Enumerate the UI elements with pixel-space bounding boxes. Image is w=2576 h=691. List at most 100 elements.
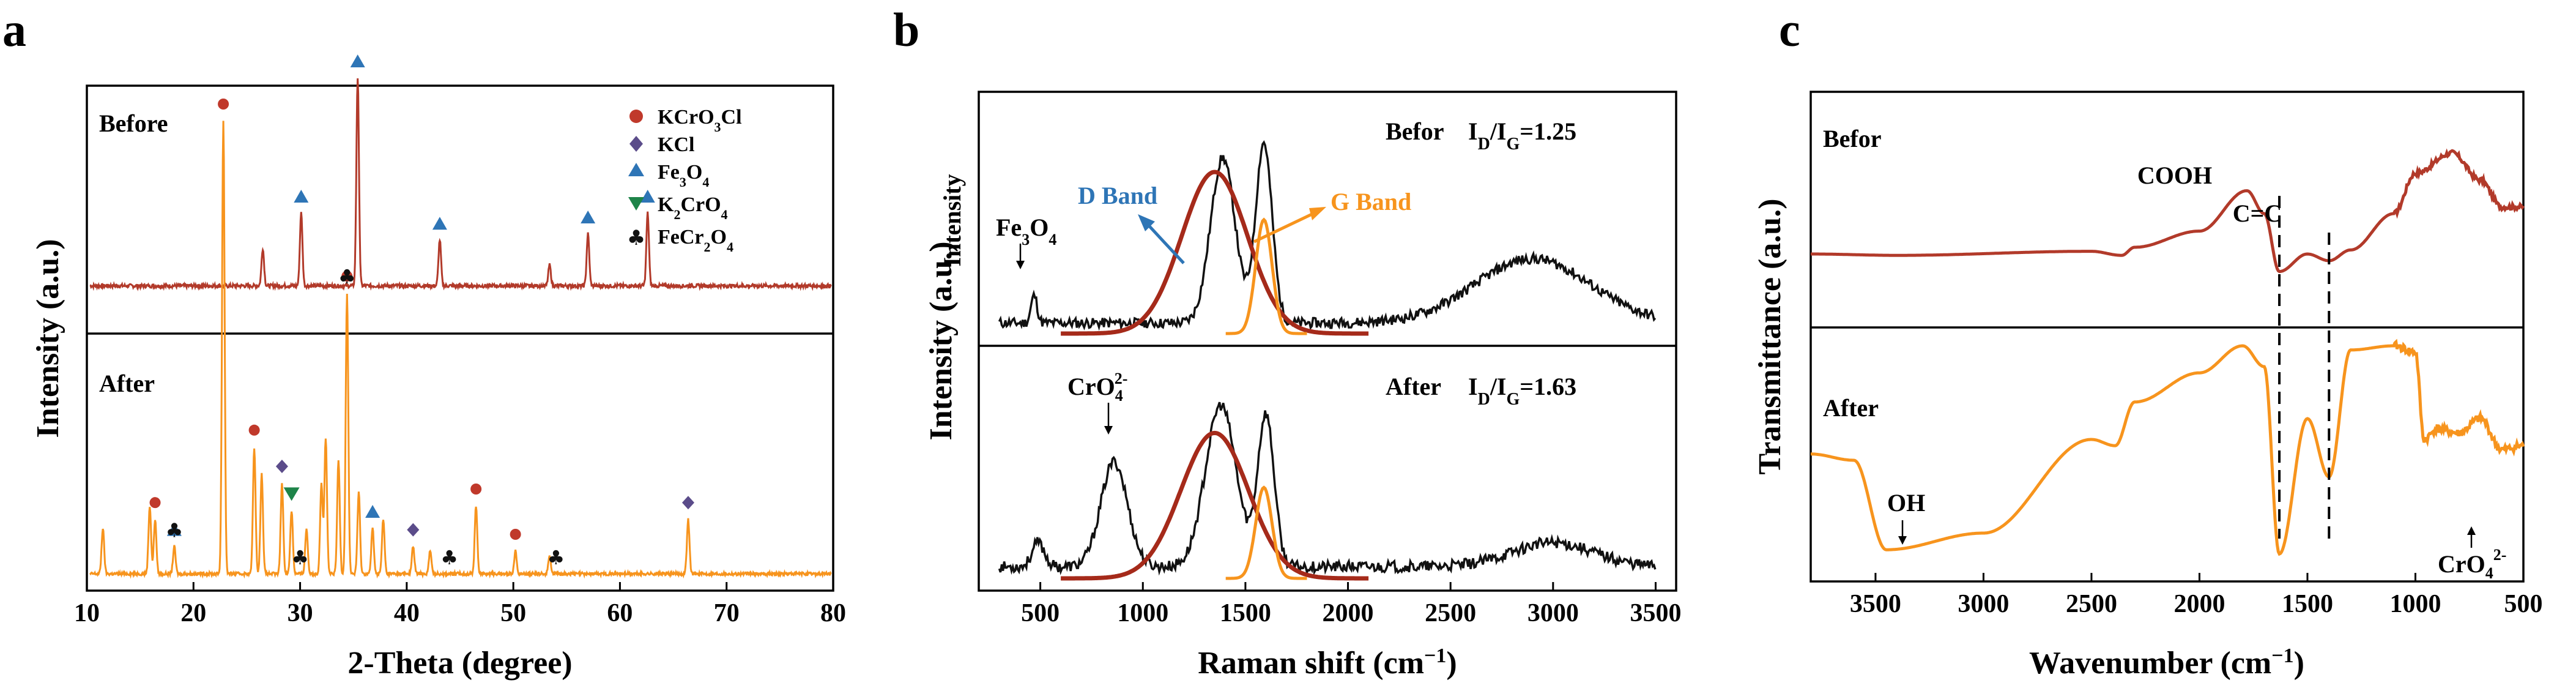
xrd-marker-kcro3cl [248, 424, 260, 436]
legend-fecr2o4-marker: ♣ [627, 226, 645, 250]
legend-kcl-label: KCl [658, 133, 694, 156]
xrd-after-series [89, 121, 832, 579]
oh-arrowhead [1898, 536, 1907, 545]
raman-fe3o4-arrowhead [1016, 261, 1025, 269]
d-band-label: D Band [1078, 182, 1157, 209]
panel-b-tick-label: 3500 [1630, 599, 1681, 627]
panel-b-ylabel-top: Intensity [938, 174, 966, 266]
panel-b-tick-label: 3000 [1527, 599, 1579, 627]
xrd-marker-kcro3cl [149, 497, 161, 509]
xrd-marker-fe3o4 [365, 505, 380, 518]
panel-b-tick-label: 500 [1021, 599, 1060, 627]
panel-a-after-label: After [99, 370, 155, 397]
legend-kcro3cl-marker [629, 110, 643, 123]
panel-c-tick-label: 3000 [1958, 590, 2009, 618]
panel-c-tick-label: 3500 [1850, 590, 1901, 618]
panel-c-ticks: 3500 3000 2500 2000 1500 1000 500 [1850, 573, 2543, 618]
legend-kcl-marker [629, 136, 643, 152]
raman-fe3o4-label: Fe3O4 [996, 214, 1056, 248]
legend-fe3o4-marker [628, 163, 644, 176]
xrd-marker-kcl [681, 496, 694, 510]
xrd-marker-fe3o4 [166, 523, 182, 536]
xrd-marker-kcro3cl [510, 529, 521, 540]
xrd-marker-fe3o4 [294, 190, 309, 203]
panel-b-tick-label: 1500 [1220, 599, 1271, 627]
xrd-marker-kcro3cl [470, 484, 482, 495]
ftir-cro4-label: CrO42- [2438, 546, 2506, 582]
oh-label: OH [1887, 489, 1925, 517]
cc-label: C=C [2233, 200, 2282, 227]
ftir-cro4-arrowhead [2467, 526, 2476, 535]
panel-a-xlabel: 2-Theta (degree) [347, 646, 572, 681]
xrd-before-series [89, 78, 832, 291]
panel-c-frame [1810, 91, 2525, 583]
raman-cro4-label: CrO42- [1067, 370, 1127, 405]
xrd-marker-fe3o4 [350, 54, 365, 67]
panel-a-tick-label: 20 [180, 599, 206, 627]
panel-b-tick-label: 2500 [1425, 599, 1476, 627]
raman-after-d-fit [1061, 430, 1369, 581]
raman-after-g-fit [1225, 485, 1307, 580]
panel-a-tick-label: 40 [394, 599, 420, 627]
raman-after-title: After [1386, 373, 1441, 400]
xrd-marker-kcl [275, 460, 288, 473]
panel-c-ylabel: Transmittance (a.u.) [1753, 198, 1787, 474]
panel-c-tick-label: 1500 [2282, 590, 2333, 618]
ftir-before-series [1811, 148, 2525, 274]
xrd-marker-k2cro4 [283, 487, 300, 501]
xrd-marker-fe3o4 [581, 211, 596, 223]
panel-b-ticks: 500 1000 1500 2000 2500 3000 3500 [1021, 582, 1681, 627]
panel-a-before-label: Before [99, 110, 168, 137]
raman-cro4-arrowhead [1104, 426, 1113, 435]
xrd-marker-fecr2o4: ♣ [291, 546, 309, 569]
panel-c-tick-label: 1000 [2389, 590, 2441, 618]
raman-before-title: Befor [1386, 118, 1444, 145]
xrd-marker-fecr2o4: ♣ [338, 265, 356, 288]
ftir-before-label: Befor [1823, 125, 1882, 152]
legend-fe3o4-label: Fe3O4 [658, 161, 709, 190]
panel-a-tick-label: 80 [820, 599, 846, 627]
legend-kcro3cl-label: KCrO3Cl [658, 106, 742, 135]
panel-b-tick-label: 1000 [1117, 599, 1168, 627]
xrd-marker-kcl [407, 523, 420, 537]
raman-before-ratio: ID/IG=1.25 [1468, 118, 1576, 154]
ftir-after-series [1811, 338, 2525, 556]
xrd-marker-fe3o4 [640, 190, 655, 203]
panel-a-ylabel: Intensity (a.u.) [31, 239, 65, 438]
panel-a-tick-label: 30 [288, 599, 313, 627]
legend-k2cro4-label: K2CrO4 [658, 193, 728, 222]
d-band-arrow [1143, 219, 1185, 264]
panel-b-xlabel: Raman shift (cm−1) [1198, 644, 1457, 681]
raman-before-g-fit [1225, 217, 1307, 335]
panel-b-frame [978, 91, 1677, 592]
panel-a-tick-label: 60 [607, 599, 633, 627]
panel-a-letter: a [2, 3, 26, 56]
xrd-marker-kcro3cl [218, 99, 229, 110]
panel-a-tick-label: 50 [500, 599, 526, 627]
panel-b: b Intensity (a.u.) Intensity Raman shift… [893, 3, 1681, 681]
panel-a-legend: KCrO3Cl KCl Fe3O4 K2CrO4 ♣ FeCr2O4 [627, 106, 742, 255]
panel-c-letter: c [1779, 3, 1800, 56]
panel-a-tick-label: 10 [74, 599, 100, 627]
panel-c-tick-label: 2500 [2066, 590, 2117, 618]
panel-a-ticks: 10 20 30 40 50 60 70 80 [74, 582, 846, 627]
xrd-marker-fecr2o4: ♣ [440, 546, 458, 569]
raman-after-ratio: ID/IG=1.63 [1468, 373, 1576, 409]
panel-b-ylabel: Intensity (a.u.) [924, 241, 959, 440]
g-band-arrowhead [1309, 207, 1326, 220]
raman-before-d-fit [1061, 170, 1369, 336]
cooh-label: COOH [2137, 162, 2212, 189]
panel-a-phase-markers: ♣ ♣ ♣ ♣ ♣ [149, 54, 694, 569]
panel-c: c Transmittance (a.u.) Wavenumber (cm−1)… [1753, 3, 2543, 681]
raman-before-raw [998, 140, 1657, 332]
panel-a-tick-label: 70 [714, 599, 740, 627]
panel-b-letter: b [893, 3, 919, 56]
panel-b-tick-label: 2000 [1323, 599, 1374, 627]
d-band-arrowhead [1138, 214, 1155, 231]
g-band-arrow [1253, 209, 1320, 244]
g-band-label: G Band [1331, 188, 1411, 215]
panel-c-xlabel: Wavenumber (cm−1) [2029, 644, 2304, 681]
xrd-marker-fecr2o4: ♣ [547, 546, 565, 569]
panel-c-tick-label: 500 [2504, 590, 2543, 618]
